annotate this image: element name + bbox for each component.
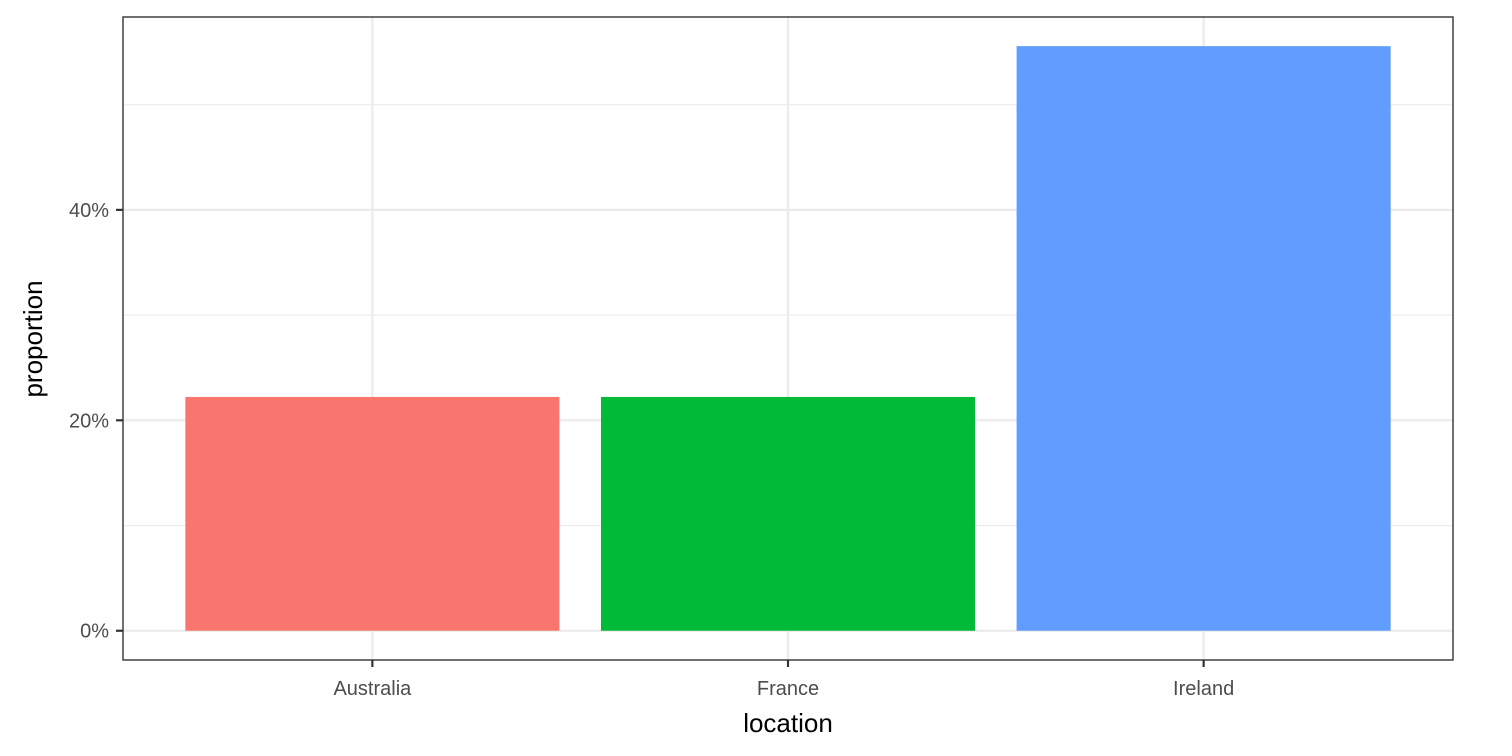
x-axis-title: location [743,708,833,738]
y-axis: 0% 20% 40% [69,200,123,643]
x-axis: Australia France Ireland [333,660,1234,700]
x-tick-label: France [757,678,819,700]
bar-france [600,396,976,631]
x-tick-label: Australia [333,678,412,700]
bars [185,46,1391,631]
y-tick-label: 0% [80,621,109,643]
y-axis-title: proportion [18,280,48,397]
bar-australia [185,396,560,631]
x-tick-label: Ireland [1173,678,1234,700]
bar-ireland [1016,46,1391,631]
y-tick-label: 40% [69,200,109,222]
y-tick-label: 20% [69,410,109,432]
